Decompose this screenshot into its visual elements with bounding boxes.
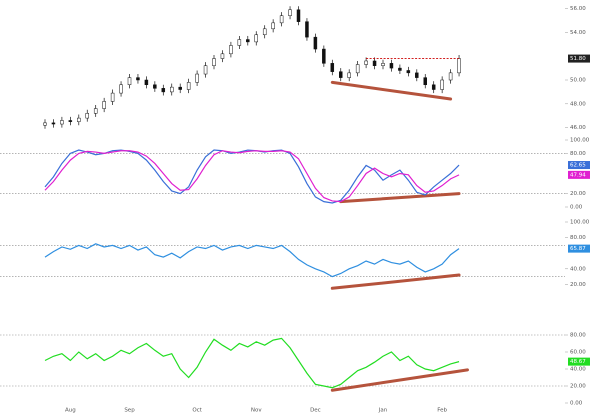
- candle-body: [60, 120, 64, 125]
- candle-body: [431, 84, 436, 90]
- candle-body: [406, 70, 411, 74]
- candle-body: [102, 101, 106, 109]
- y-tick-label: 80.00: [570, 151, 586, 157]
- y-tick-label: 40.00: [570, 266, 586, 272]
- candle-body: [93, 108, 98, 114]
- indicator-line: [44, 243, 460, 278]
- value-tag-label: 62.65: [570, 163, 586, 169]
- indicator-line: [44, 150, 460, 203]
- candle-body: [178, 86, 182, 90]
- candle-body: [372, 60, 377, 66]
- candle-body: [398, 67, 402, 71]
- candle-body: [423, 77, 427, 86]
- candle-body: [51, 122, 56, 125]
- candle-body: [153, 84, 157, 89]
- candle-body: [237, 39, 242, 46]
- candle-body: [355, 64, 360, 74]
- candle-body: [212, 58, 216, 66]
- candle-body: [389, 63, 394, 69]
- candle-body: [246, 39, 250, 43]
- candle-body: [127, 77, 132, 86]
- y-tick-label: 50.00: [570, 78, 586, 84]
- candle-body: [203, 65, 208, 75]
- candle-body: [381, 63, 385, 66]
- y-tick-label: 0.00: [570, 401, 583, 407]
- candle-body: [229, 45, 233, 55]
- x-tick-label: Dec: [310, 408, 321, 414]
- candle-body: [279, 15, 284, 24]
- candle-body: [448, 72, 453, 81]
- y-tick-label: 100.00: [570, 138, 590, 144]
- trendline: [330, 80, 453, 101]
- indicator-line: [44, 337, 460, 389]
- candle-body: [305, 21, 309, 38]
- candle-body: [85, 113, 89, 119]
- value-tag: [568, 161, 590, 170]
- value-tag-label: 48.67: [570, 359, 586, 365]
- candle-body: [186, 82, 191, 90]
- candle-body: [136, 77, 140, 81]
- y-tick-label: 20.00: [570, 191, 586, 197]
- value-tag-label: 47.94: [570, 172, 586, 178]
- y-tick-label: 60.00: [570, 350, 586, 356]
- candle-body: [110, 92, 115, 102]
- y-tick-label: 80.00: [570, 235, 586, 241]
- price-tag: [568, 54, 590, 63]
- candle-body: [322, 48, 326, 64]
- candle-body: [313, 36, 318, 50]
- candle-body: [347, 72, 351, 78]
- candle-body: [77, 117, 81, 122]
- price-tag-label: 51.80: [570, 56, 586, 62]
- value-tag-label: 65.87: [570, 246, 586, 252]
- candle-body: [195, 73, 199, 83]
- value-tag: [568, 170, 590, 179]
- x-tick-label: Oct: [192, 408, 202, 414]
- candle-body: [457, 58, 461, 74]
- trendline: [339, 192, 461, 204]
- y-tick-label: 20.00: [570, 282, 586, 288]
- x-tick-label: Aug: [65, 408, 76, 414]
- y-tick-label: 20.00: [570, 384, 586, 390]
- candle-body: [440, 79, 444, 90]
- candle-body: [119, 84, 123, 94]
- y-tick-label: 54.00: [570, 30, 586, 36]
- trendline: [330, 273, 461, 290]
- candle-body: [161, 88, 166, 93]
- x-tick-label: Feb: [437, 408, 447, 414]
- candle-body: [271, 22, 275, 30]
- candle-body: [68, 120, 73, 122]
- y-tick-label: 48.00: [570, 101, 586, 107]
- indicator-line: [44, 149, 460, 204]
- candle-body: [339, 71, 343, 78]
- value-tag: [568, 357, 590, 366]
- candle-body: [170, 86, 174, 93]
- candle-body: [296, 9, 301, 22]
- y-tick-label: 80.00: [570, 333, 586, 339]
- candle-body: [364, 60, 368, 65]
- candle-body: [254, 34, 258, 43]
- candle-body: [43, 122, 47, 126]
- x-tick-label: Sep: [124, 408, 135, 414]
- x-tick-label: Jan: [378, 408, 388, 414]
- y-tick-label: 40.00: [570, 367, 586, 373]
- y-tick-label: 100.00: [570, 220, 590, 226]
- candle-body: [330, 63, 335, 72]
- candle-body: [220, 53, 225, 59]
- trendline: [330, 368, 469, 392]
- candle-body: [288, 9, 292, 16]
- y-tick-label: 46.00: [570, 125, 586, 131]
- candle-body: [144, 79, 149, 86]
- value-tag: [568, 244, 590, 253]
- x-tick-label: Nov: [251, 408, 262, 414]
- y-tick-label: 0.00: [570, 205, 583, 211]
- y-tick-label: 56.00: [570, 6, 586, 12]
- candle-body: [262, 28, 267, 36]
- candle-body: [415, 72, 419, 78]
